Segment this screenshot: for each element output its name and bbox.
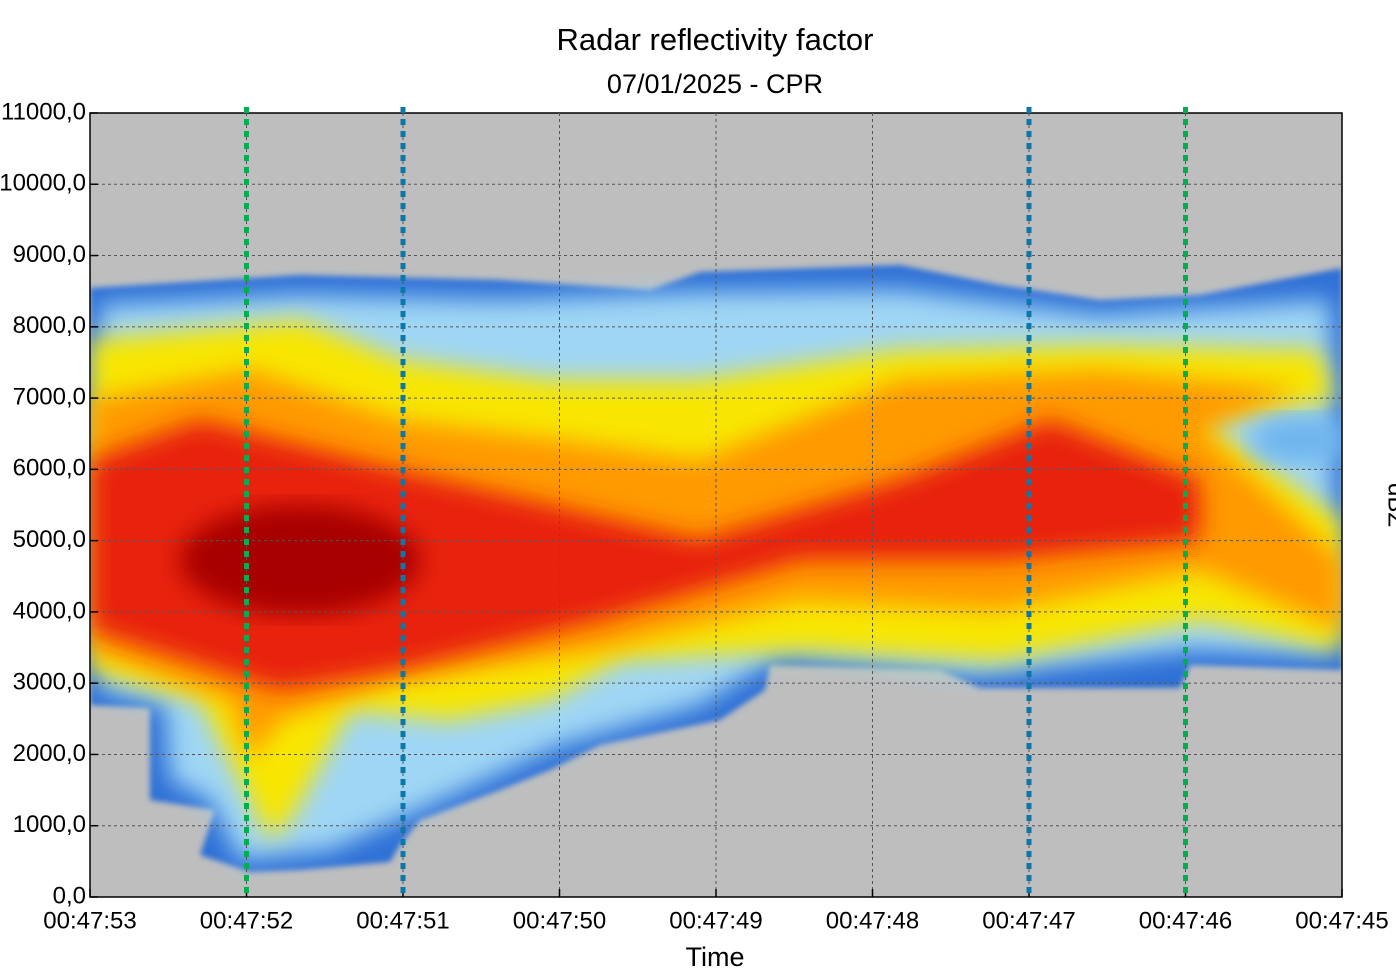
x-tick-label: 00:47:50 <box>513 907 606 934</box>
y-tick-label: 11000,0 <box>1 98 86 125</box>
y-tick-label: 5000,0 <box>13 526 86 553</box>
x-tick-label: 00:47:45 <box>1295 907 1388 934</box>
chart-title: Radar reflectivity factor <box>557 22 874 57</box>
y-tick-label: 6000,0 <box>13 455 86 482</box>
y-tick-label: 7000,0 <box>13 383 86 410</box>
x-tick-label: 00:47:47 <box>982 907 1075 934</box>
y-tick-label: 9000,0 <box>13 241 86 268</box>
colorbar-label: dBZ <box>1383 483 1396 527</box>
y-tick-label: 10000,0 <box>0 170 86 197</box>
x-tick-label: 00:47:48 <box>826 907 919 934</box>
y-tick-label: 0,0 <box>53 882 86 909</box>
y-tick-label: 3000,0 <box>13 669 86 696</box>
y-tick-label: 4000,0 <box>13 597 86 624</box>
x-tick-label: 00:47:52 <box>200 907 293 934</box>
y-tick-label: 8000,0 <box>13 312 86 339</box>
x-tick-label: 00:47:53 <box>43 907 136 934</box>
x-tick-label: 00:47:49 <box>669 907 762 934</box>
y-tick-label: 1000,0 <box>13 811 86 838</box>
x-tick-label: 00:47:46 <box>1139 907 1232 934</box>
chart-subtitle: 07/01/2025 - CPR <box>607 69 823 99</box>
x-axis-label: Time <box>686 942 745 972</box>
y-tick-label: 2000,0 <box>13 740 86 767</box>
x-tick-label: 00:47:51 <box>356 907 449 934</box>
